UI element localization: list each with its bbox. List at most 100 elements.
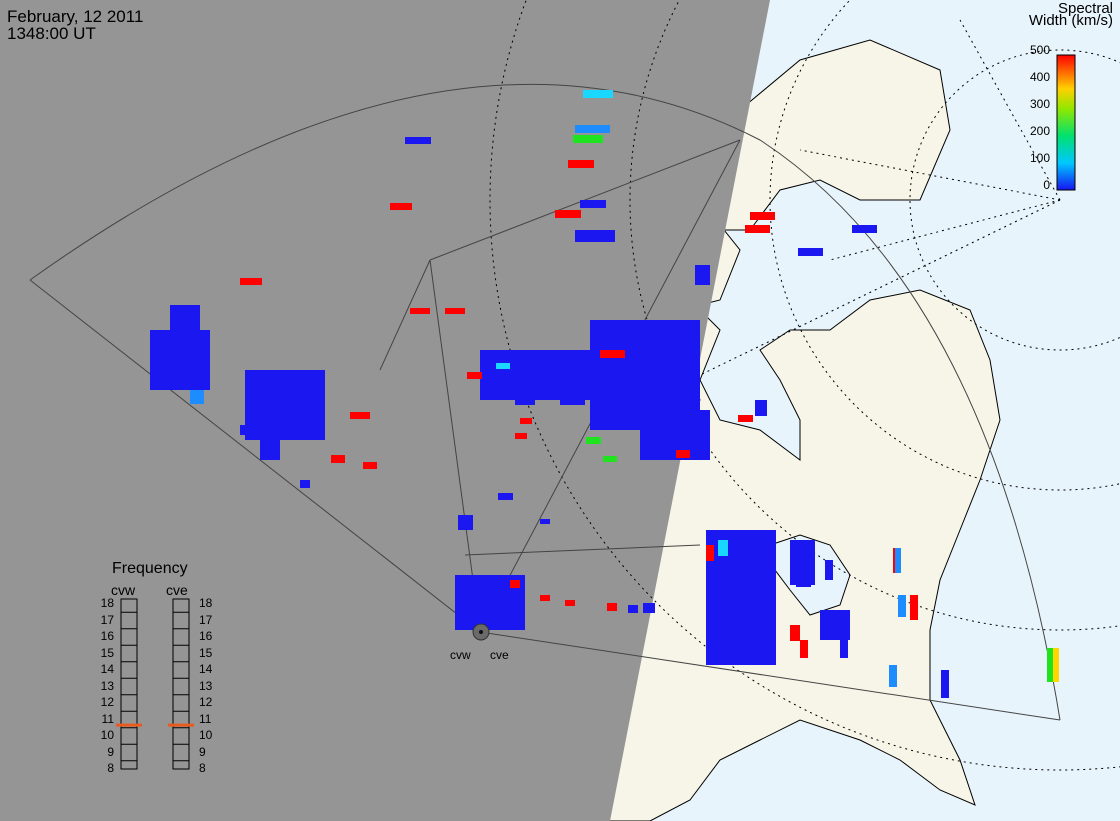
backscatter-cell bbox=[515, 395, 535, 405]
fov-beam-edge bbox=[429, 259, 481, 633]
backscatter-cell bbox=[718, 540, 728, 556]
lon-line bbox=[829, 199, 1061, 261]
backscatter-cell bbox=[910, 595, 918, 620]
freq-gauge-cvw bbox=[120, 598, 138, 770]
freq-tick-label: 16 bbox=[199, 629, 213, 643]
backscatter-cell bbox=[150, 330, 210, 390]
backscatter-cell bbox=[745, 225, 770, 233]
backscatter-cell bbox=[796, 562, 811, 587]
backscatter-cell bbox=[515, 433, 527, 439]
backscatter-cell bbox=[840, 620, 848, 658]
freq-tick-label: 9 bbox=[107, 744, 114, 759]
backscatter-cell bbox=[560, 375, 585, 405]
backscatter-cells bbox=[150, 90, 1059, 698]
backscatter-cell bbox=[520, 418, 532, 424]
backscatter-cell bbox=[498, 493, 513, 500]
fov-mid-line bbox=[379, 259, 431, 371]
time-label: 1348:00 UT bbox=[7, 24, 96, 43]
backscatter-cell bbox=[583, 90, 613, 98]
backscatter-cell bbox=[350, 412, 370, 419]
freq-gauge-cve bbox=[172, 598, 190, 770]
backscatter-cell bbox=[1047, 648, 1053, 682]
site-label-cvw: cvw bbox=[450, 648, 471, 662]
freq-tick-label: 12 bbox=[199, 695, 213, 709]
backscatter-cell bbox=[467, 372, 482, 379]
colorbar-tick-label: 500 bbox=[1029, 43, 1050, 57]
frequency-title: Frequency bbox=[112, 560, 188, 577]
freq-tick-label: 17 bbox=[100, 612, 114, 627]
backscatter-cell bbox=[540, 595, 550, 601]
freq-tick-label: 13 bbox=[100, 678, 114, 693]
freq-tick-label: 14 bbox=[100, 662, 114, 676]
backscatter-cell bbox=[240, 425, 250, 435]
colorbar-tick-label: 200 bbox=[1029, 124, 1050, 138]
backscatter-cell bbox=[941, 670, 949, 698]
freq-tick-label: 15 bbox=[199, 645, 213, 660]
backscatter-cell bbox=[738, 415, 753, 422]
backscatter-cell bbox=[458, 515, 473, 530]
backscatter-cell bbox=[895, 548, 901, 573]
freq-grid-lines bbox=[121, 611, 189, 762]
freq-radar-label-cve: cve bbox=[166, 582, 188, 598]
backscatter-cell bbox=[600, 350, 625, 358]
backscatter-cell bbox=[586, 437, 601, 444]
freq-tick-label: 8 bbox=[107, 761, 114, 775]
backscatter-cell bbox=[898, 595, 906, 617]
backscatter-cell bbox=[260, 440, 280, 460]
backscatter-cell bbox=[628, 605, 638, 613]
backscatter-cell bbox=[706, 530, 776, 665]
colorbar-scale bbox=[1056, 54, 1076, 191]
backscatter-cell bbox=[607, 603, 617, 611]
backscatter-cell bbox=[555, 210, 581, 218]
backscatter-cell bbox=[510, 580, 520, 588]
freq-tick-label: 15 bbox=[100, 645, 114, 660]
freq-tick-label: 11 bbox=[199, 711, 212, 726]
freq-tick-label: 9 bbox=[199, 744, 206, 759]
backscatter-cell bbox=[603, 456, 617, 462]
backscatter-cell bbox=[706, 545, 714, 561]
backscatter-cell bbox=[575, 125, 610, 133]
backscatter-cell bbox=[496, 363, 510, 369]
backscatter-cell bbox=[695, 265, 710, 285]
freq-tick-label: 17 bbox=[199, 612, 213, 627]
freq-radar-label-cvw: cvw bbox=[111, 582, 136, 598]
fov-inner-line bbox=[464, 544, 701, 556]
backscatter-cell bbox=[580, 200, 606, 208]
frequency-gauges bbox=[120, 598, 190, 770]
lon-line bbox=[689, 199, 1061, 381]
freq-tick-label: 18 bbox=[199, 596, 213, 610]
backscatter-cell bbox=[889, 665, 897, 687]
freq-tick-label: 12 bbox=[100, 695, 114, 709]
backscatter-cell bbox=[300, 480, 310, 488]
backscatter-cell bbox=[405, 137, 431, 144]
night-shade bbox=[0, 0, 770, 821]
fov-edge-west bbox=[29, 279, 481, 633]
freq-tick-label: 10 bbox=[199, 728, 213, 742]
backscatter-cell bbox=[363, 462, 377, 469]
site-label-cve: cve bbox=[490, 648, 509, 662]
lat-circle bbox=[489, 0, 1120, 771]
backscatter-cell bbox=[540, 519, 550, 524]
backscatter-cell bbox=[825, 560, 833, 580]
backscatter-cell bbox=[640, 410, 710, 460]
backscatter-cell bbox=[565, 600, 575, 606]
freq-tick-label: 8 bbox=[199, 761, 206, 775]
lat-lon-grid bbox=[489, 0, 1120, 771]
backscatter-cell bbox=[568, 160, 594, 168]
backscatter-cell bbox=[240, 278, 262, 285]
backscatter-cell bbox=[1053, 648, 1059, 682]
backscatter-cell bbox=[331, 455, 345, 463]
colorbar-tick-label: 400 bbox=[1029, 70, 1050, 84]
date-label: February, 12 2011 bbox=[7, 7, 144, 26]
backscatter-cell bbox=[852, 225, 877, 233]
backscatter-cell bbox=[676, 450, 690, 458]
backscatter-cell bbox=[800, 640, 808, 658]
colorbar-tick-label: 100 bbox=[1029, 151, 1050, 165]
backscatter-cell bbox=[190, 390, 204, 404]
fov-edge-east bbox=[479, 631, 1061, 721]
colorbar-subtitle: Width (km/s) bbox=[1028, 12, 1113, 29]
backscatter-cell bbox=[445, 308, 465, 314]
lon-line bbox=[799, 149, 1061, 201]
lat-circle bbox=[629, 0, 1120, 631]
